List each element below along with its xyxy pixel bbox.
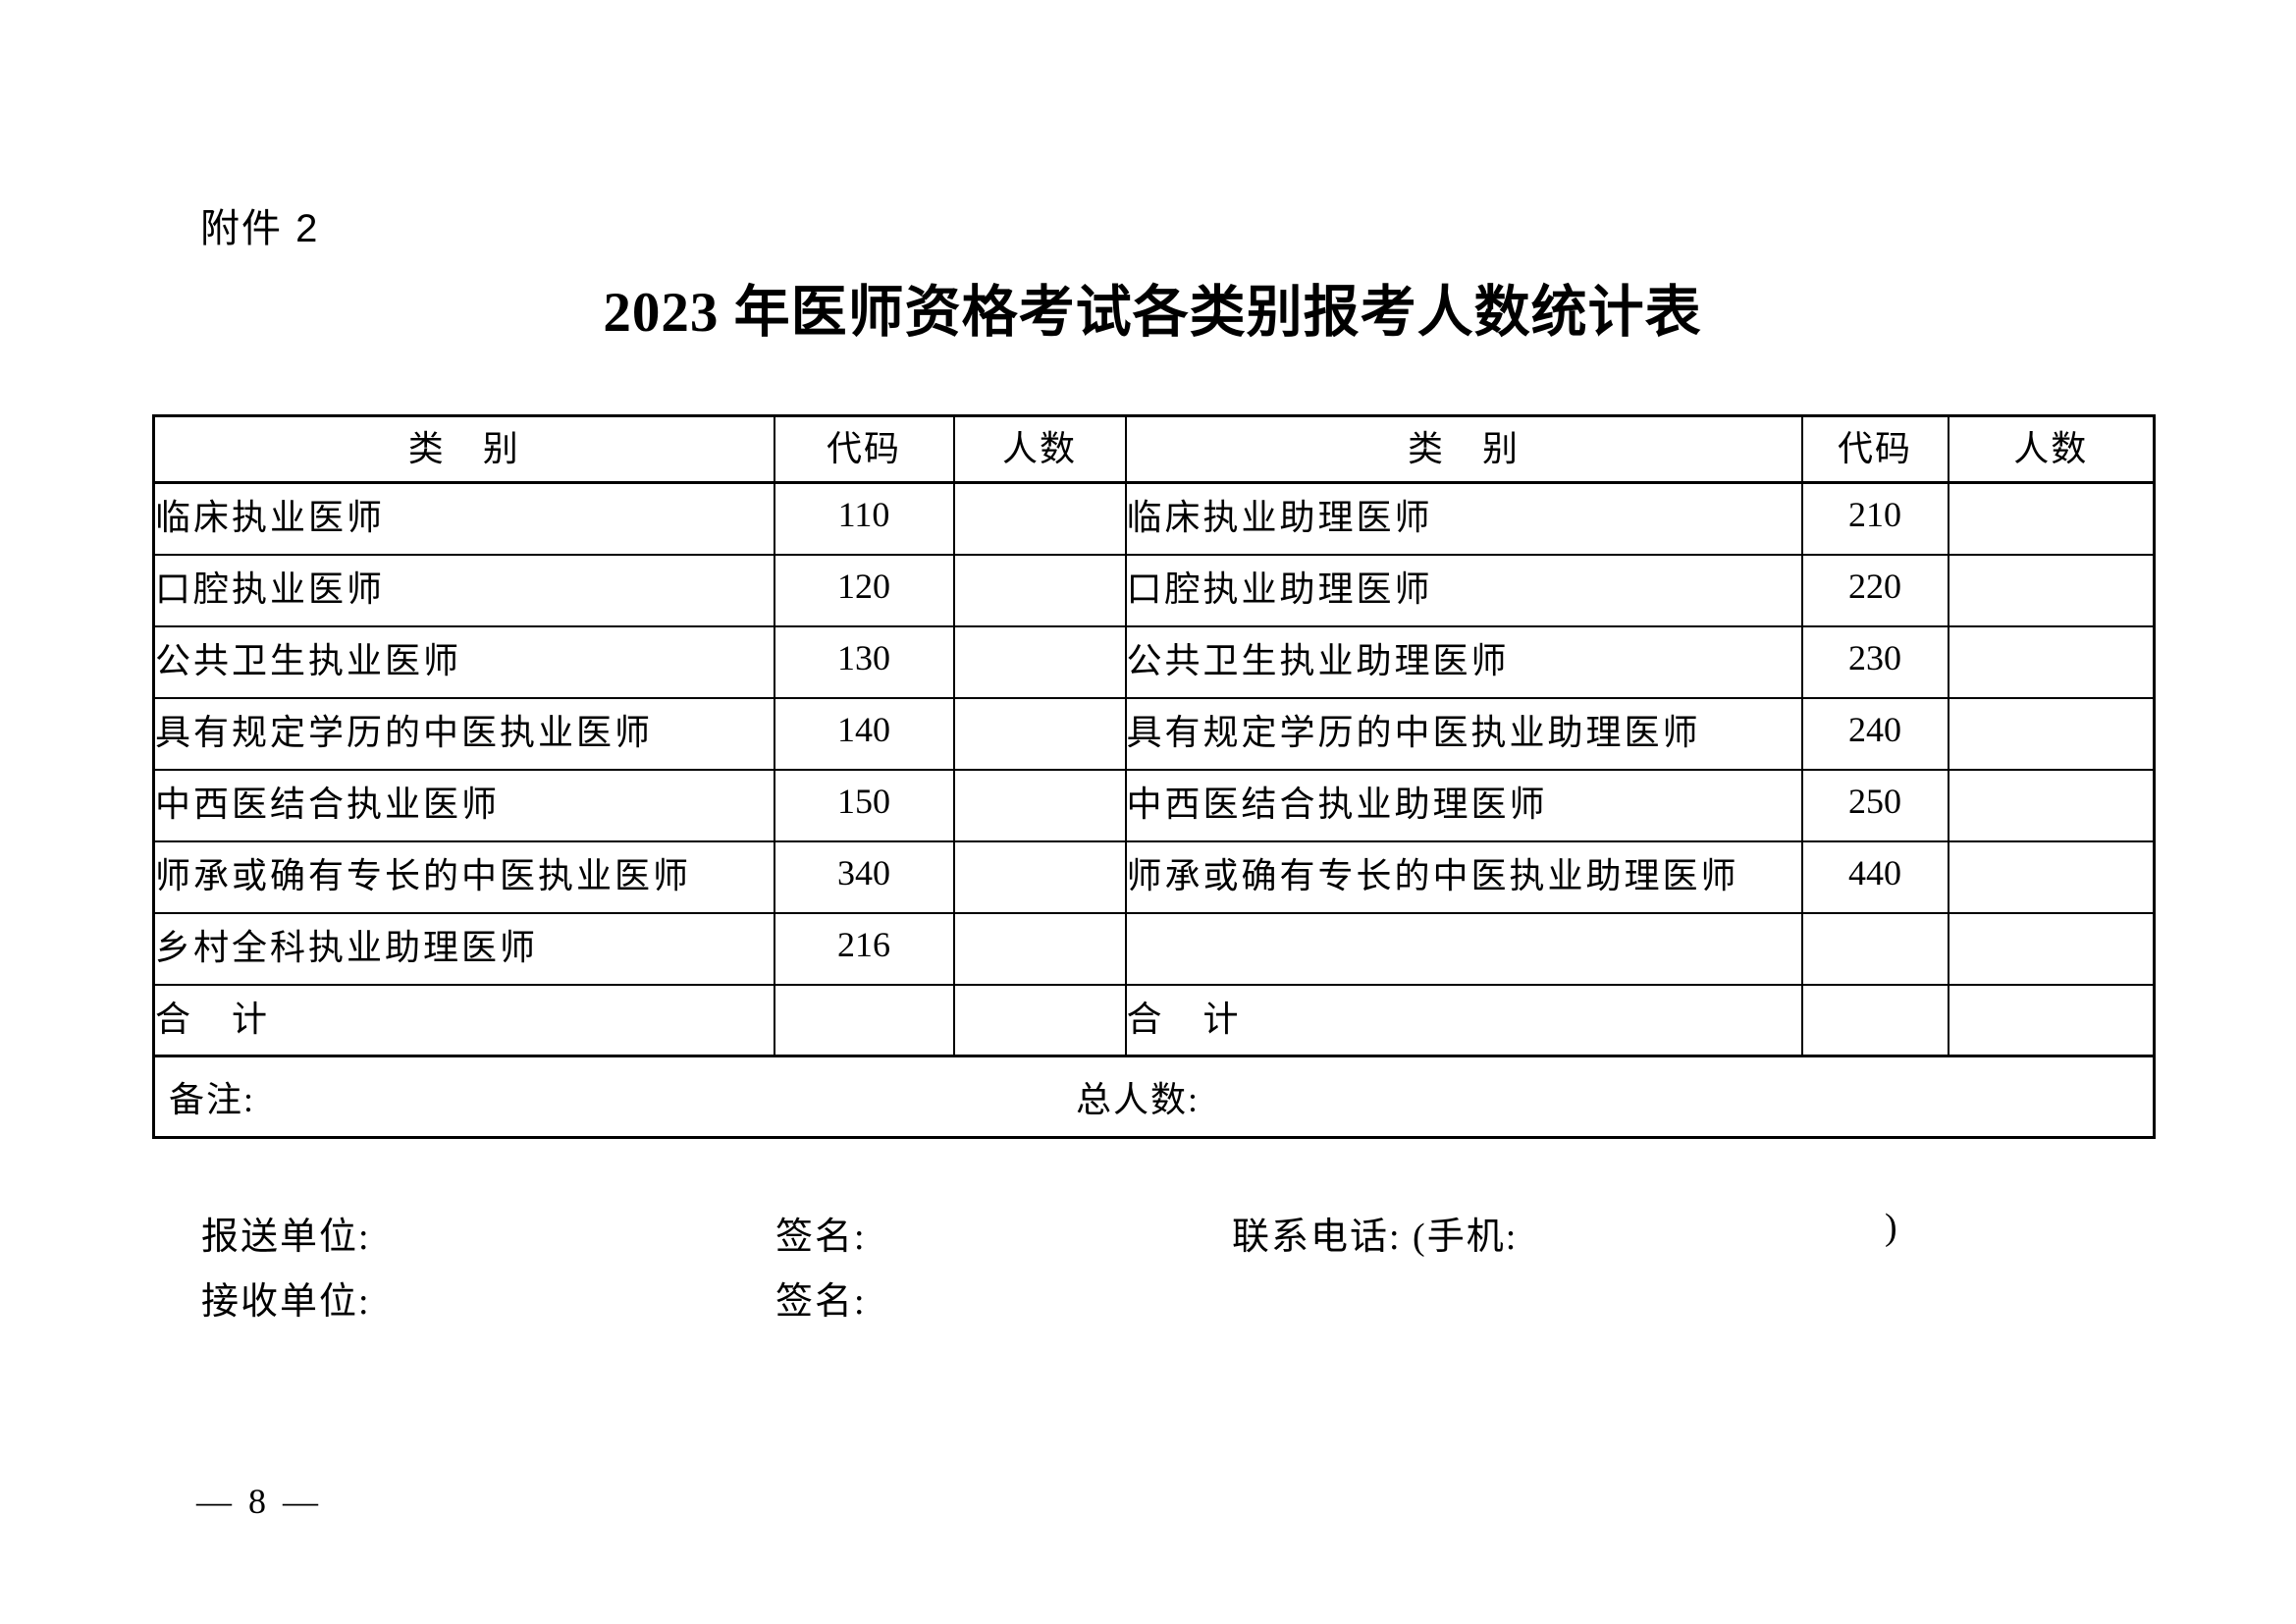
count-cell	[952, 553, 1127, 627]
code-cell: 120	[773, 553, 955, 627]
footer-line-1: 报送单位: 签名: 联系电话: (手机: )	[0, 1206, 2296, 1258]
receive-unit-label: 接收单位:	[201, 1281, 371, 1323]
count-cell	[952, 481, 1127, 556]
header-category-right: 类 别	[1124, 414, 1803, 484]
category-cell: 公共卫生执业医师	[152, 624, 775, 699]
category-cell	[1124, 911, 1803, 986]
table-row: 临床执业医师 110 临床执业助理医师 210	[152, 481, 2156, 556]
table-row: 口腔执业医师 120 口腔执业助理医师 220	[152, 553, 2156, 627]
category-cell: 临床执业医师	[152, 481, 775, 556]
table-row: 具有规定学历的中医执业医师 140 具有规定学历的中医执业助理医师 240	[152, 696, 2156, 771]
count-cell	[1947, 481, 2156, 556]
header-code-left: 代码	[773, 414, 955, 484]
code-cell: 230	[1800, 624, 1949, 699]
phone-close-paren: )	[1885, 1207, 1899, 1248]
signature-label: 签名:	[775, 1281, 867, 1323]
header-category-left: 类 别	[152, 414, 775, 484]
contact-phone-label: 联系电话: (手机:	[1232, 1217, 1519, 1258]
page-number: — 8 —	[196, 1482, 322, 1521]
report-unit-label: 报送单位:	[201, 1217, 371, 1258]
code-cell: 110	[773, 481, 955, 556]
count-cell	[1947, 768, 2156, 842]
total-cell: 合 计	[1124, 983, 1803, 1057]
count-cell	[952, 624, 1127, 699]
code-cell: 210	[1800, 481, 1949, 556]
remark-row: 备注: 总人数:	[152, 1055, 2156, 1139]
count-cell	[1947, 696, 2156, 771]
footer-line-2: 接收单位: 签名:	[0, 1271, 2296, 1323]
code-cell: 240	[1800, 696, 1949, 771]
count-cell	[952, 768, 1127, 842]
category-cell: 公共卫生执业助理医师	[1124, 624, 1803, 699]
category-cell: 中西医结合执业助理医师	[1124, 768, 1803, 842]
count-cell	[1947, 553, 2156, 627]
count-cell	[1947, 911, 2156, 986]
count-cell	[1947, 624, 2156, 699]
category-cell: 具有规定学历的中医执业助理医师	[1124, 696, 1803, 771]
table-row: 乡村全科执业助理医师 216	[152, 911, 2156, 986]
code-cell: 130	[773, 624, 955, 699]
count-cell	[1947, 983, 2156, 1057]
header-count-left: 人数	[952, 414, 1127, 484]
category-cell: 口腔执业助理医师	[1124, 553, 1803, 627]
category-cell: 乡村全科执业助理医师	[152, 911, 775, 986]
count-cell	[1947, 839, 2156, 914]
code-cell: 140	[773, 696, 955, 771]
code-cell	[1800, 911, 1949, 986]
table-row: 中西医结合执业医师 150 中西医结合执业助理医师 250	[152, 768, 2156, 842]
count-cell	[952, 696, 1127, 771]
page-title: 2023 年医师资格考试各类别报考人数统计表	[603, 282, 1702, 344]
code-cell: 150	[773, 768, 955, 842]
category-cell: 中西医结合执业医师	[152, 768, 775, 842]
count-cell	[952, 911, 1127, 986]
count-cell	[952, 983, 1127, 1057]
code-cell: 340	[773, 839, 955, 914]
statistics-table: 类 别 代码 人数 类 别 代码 人数 临床执业医师 110 临床执业助理医师 …	[152, 414, 2156, 1139]
total-count-label: 总人数:	[1076, 1080, 1201, 1119]
code-cell	[773, 983, 955, 1057]
table-total-row: 合 计 合 计	[152, 983, 2156, 1057]
code-cell: 250	[1800, 768, 1949, 842]
header-code-right: 代码	[1800, 414, 1949, 484]
table-row: 公共卫生执业医师 130 公共卫生执业助理医师 230	[152, 624, 2156, 699]
code-cell: 216	[773, 911, 955, 986]
total-cell: 合 计	[152, 983, 775, 1057]
category-cell: 临床执业助理医师	[1124, 481, 1803, 556]
remark-label: 备注:	[169, 1080, 256, 1119]
count-cell	[952, 839, 1127, 914]
code-cell	[1800, 983, 1949, 1057]
remark-cell: 备注: 总人数:	[152, 1055, 2156, 1139]
category-cell: 师承或确有专长的中医执业医师	[152, 839, 775, 914]
code-cell: 440	[1800, 839, 1949, 914]
table-row: 师承或确有专长的中医执业医师 340 师承或确有专长的中医执业助理医师 440	[152, 839, 2156, 914]
signature-label: 签名:	[775, 1217, 867, 1258]
attachment-label: 附件 2	[200, 207, 320, 250]
code-cell: 220	[1800, 553, 1949, 627]
category-cell: 师承或确有专长的中医执业助理医师	[1124, 839, 1803, 914]
table-header-row: 类 别 代码 人数 类 别 代码 人数	[152, 414, 2156, 484]
category-cell: 口腔执业医师	[152, 553, 775, 627]
header-count-right: 人数	[1947, 414, 2156, 484]
category-cell: 具有规定学历的中医执业医师	[152, 696, 775, 771]
